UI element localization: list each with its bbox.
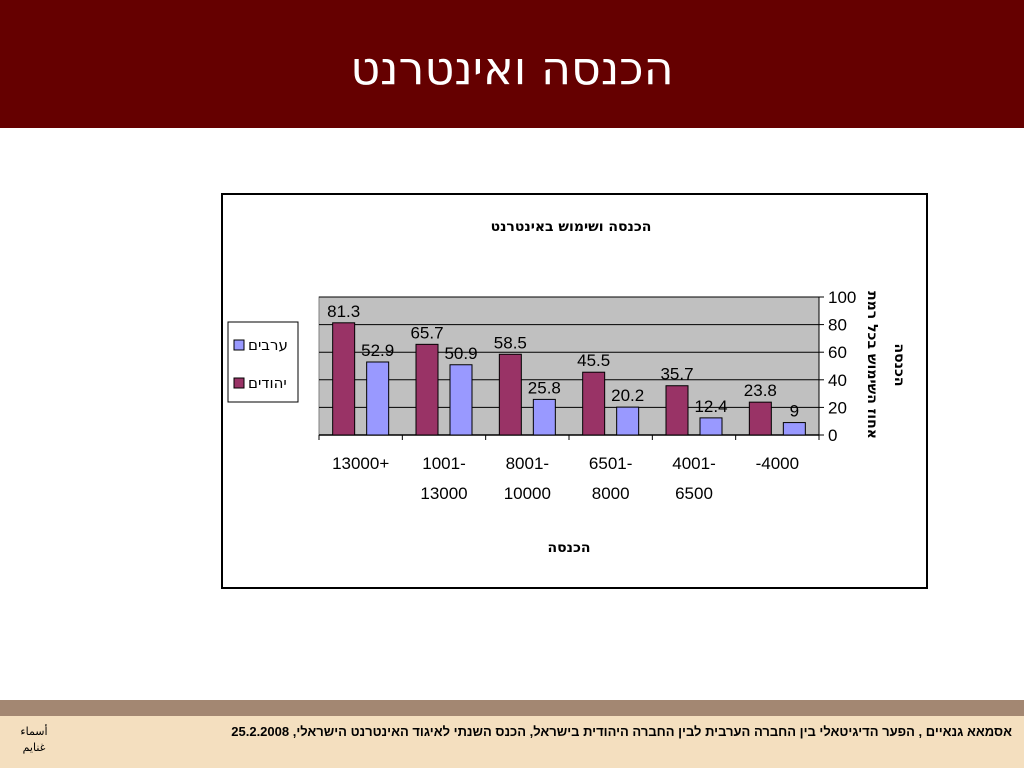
data-label: 65.7 [410,323,443,342]
data-label: 52.9 [361,341,394,360]
data-label: 25.8 [528,378,561,397]
x-axis-title: הכנסה [547,540,590,556]
x-tick-label: 1001- [422,454,465,473]
x-tick-label: 8000 [592,484,630,503]
data-label: 81.3 [327,302,360,321]
y-axis-title: הכנסה [891,343,907,386]
bar-arabs [449,364,473,436]
bar-jews [332,322,356,436]
legend-label: ערבים [248,336,288,354]
bar-arabs [782,422,806,436]
bar-jews [748,401,772,436]
chart-container: 0 20 40 60 80 100 81.3 52.9 13000+ 65.7 50.9 1001- 1… [221,193,928,589]
footer-author-arabic: أسماء غنايم [20,725,48,754]
chart-title: הכנסה ושימוש באינטרנט [491,219,652,235]
legend-label: יהודים [248,374,287,392]
bar-arabs [532,398,556,436]
slide-title: הכנסה ואינטרנט [350,41,674,95]
slide-footer: אסמאא גנאיים , הפער הדיגיטאלי בין החברה … [0,716,1024,768]
x-tick-label: 6500 [675,484,713,503]
x-tick-label: 6501- [589,454,632,473]
x-tick-label: 8001- [506,454,549,473]
data-label: 20.2 [611,386,644,405]
slide-header: הכנסה ואינטרנט [0,0,1024,128]
footer-stripe [0,700,1024,716]
y-tick-label: 80 [828,316,847,335]
y-axis-title: אחוז השימוש בכל רמת [864,291,880,439]
data-label: 45.5 [577,351,610,370]
data-label: 23.8 [744,381,777,400]
legend-swatch [233,339,245,351]
data-label: 9 [790,402,799,421]
bar-arabs [616,406,640,436]
data-label: 12.4 [694,397,727,416]
legend-box [227,321,299,403]
bar-jews [415,343,439,436]
data-label: 35.7 [660,365,693,384]
bar-chart: 0 20 40 60 80 100 81.3 52.9 13000+ 65.750.9 1001- 1… [227,219,907,556]
y-tick-label: 100 [828,288,856,307]
data-label: 50.9 [444,344,477,363]
footer-citation: אסמאא גנאיים , הפער הדיגיטאלי בין החברה … [231,724,1012,739]
y-tick-label: 60 [828,343,847,362]
bar-arabs [699,417,723,436]
bar-arabs [366,361,390,436]
y-tick-label: 20 [828,398,847,417]
x-tick-label: 4001- [672,454,715,473]
plot-area [318,296,820,436]
x-tick-label: -4000 [756,454,799,473]
data-label: 58.5 [494,333,527,352]
x-tick-label: 13000 [420,484,467,503]
bar-jews [582,371,606,436]
bar-jews [498,353,522,436]
x-tick-label: 10000 [504,484,551,503]
x-tick-label: 13000+ [332,454,389,473]
bar-jews [665,385,689,436]
y-tick-label: 40 [828,371,847,390]
legend-swatch [233,377,245,389]
y-tick-label: 0 [828,426,837,445]
